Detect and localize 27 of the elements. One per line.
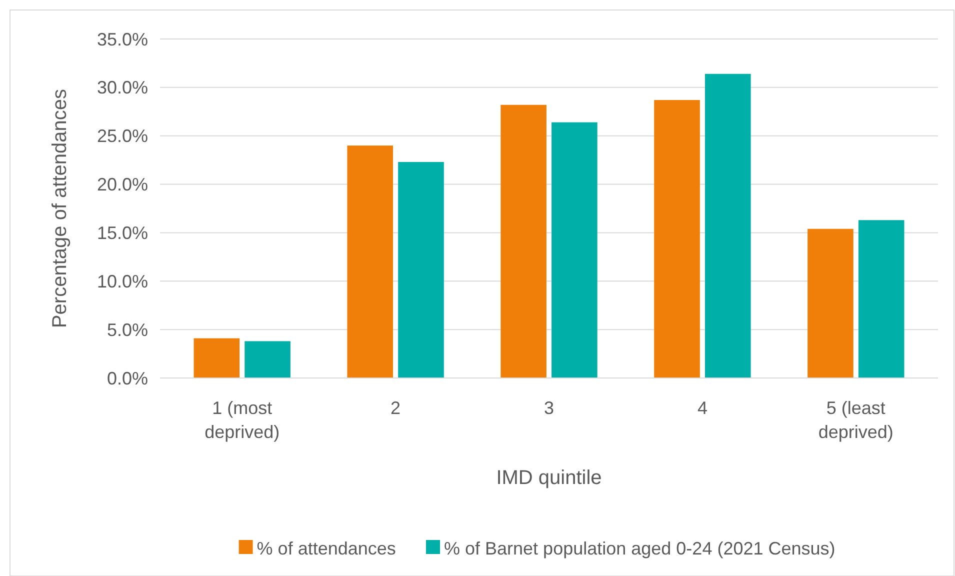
bar: [858, 220, 904, 378]
bar: [500, 104, 546, 378]
x-tick-label: 4: [697, 398, 708, 418]
y-tick-label: 5.0%: [106, 320, 148, 340]
y-tick-label: 25.0%: [96, 126, 148, 146]
legend-label: % of attendances: [256, 538, 396, 558]
x-tick-label: 3: [544, 398, 554, 418]
bar: [552, 122, 598, 378]
y-tick-label: 10.0%: [96, 271, 148, 292]
bar: [347, 146, 394, 378]
bar: [244, 341, 290, 378]
y-tick-label: 0.0%: [106, 368, 148, 388]
bar: [808, 228, 854, 378]
x-tick-label: 2: [390, 398, 401, 418]
y-tick-label: 15.0%: [96, 223, 148, 244]
legend-label: % of Barnet population aged 0-24 (2021 Census): [444, 538, 836, 558]
x-axis-title: IMD quintile: [496, 467, 602, 489]
y-axis-title: Percentage of attendances: [49, 88, 71, 328]
bar: [194, 338, 240, 378]
x-tick-label: 5 (least deprived): [818, 398, 894, 442]
y-tick-label: 20.0%: [96, 174, 148, 195]
bar: [398, 162, 444, 378]
bar: [654, 100, 700, 378]
y-tick-label: 30.0%: [96, 78, 148, 98]
y-tick-label: 35.0%: [96, 29, 148, 50]
x-tick-label: 1 (most deprived): [204, 398, 280, 442]
bar: [704, 74, 751, 378]
